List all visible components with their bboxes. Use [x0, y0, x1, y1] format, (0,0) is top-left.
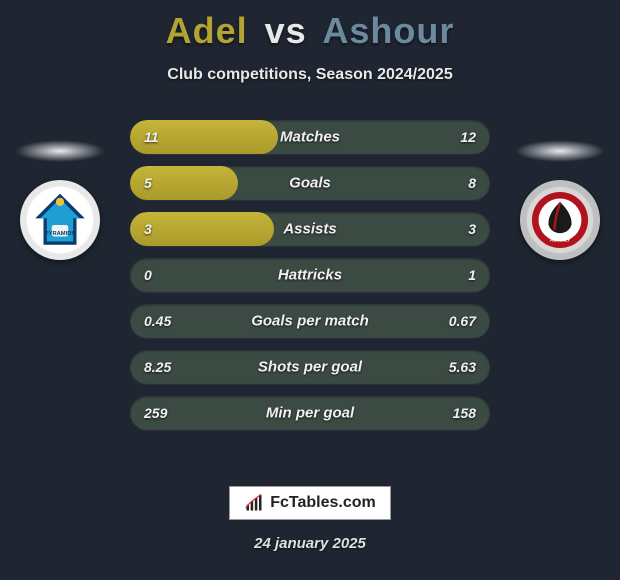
- stat-value-right: 12: [460, 129, 476, 145]
- stat-label: Shots per goal: [130, 359, 490, 376]
- club-shadow-right: [515, 140, 605, 162]
- stat-value-left: 8.25: [144, 359, 171, 375]
- club-shadow-left: [15, 140, 105, 162]
- stat-row: 58Goals: [130, 166, 490, 200]
- stat-row: 33Assists: [130, 212, 490, 246]
- stat-row: 1112Matches: [130, 120, 490, 154]
- stat-value-right: 8: [468, 175, 476, 191]
- stat-value-right: 0.67: [449, 313, 476, 329]
- stat-row: 259 158Min per goal: [130, 396, 490, 430]
- stat-value-right: 3: [468, 221, 476, 237]
- fctables-badge: FcTables.com: [229, 486, 391, 520]
- stat-value-left: 0: [144, 267, 152, 283]
- stat-fill-left: [130, 120, 278, 154]
- stat-fill-left: [130, 166, 238, 200]
- stat-value-right: 158: [453, 405, 476, 421]
- chart-icon: [244, 493, 264, 513]
- club-badge-left: PYRAMIDS: [20, 180, 100, 260]
- subtitle: Club competitions, Season 2024/2025: [0, 66, 620, 84]
- vs-label: vs: [265, 10, 307, 51]
- stat-label: Goals per match: [130, 313, 490, 330]
- club-badge-right: AL AHLY: [520, 180, 600, 260]
- page-title: Adel vs Ashour: [0, 0, 620, 52]
- player1-name: Adel: [166, 10, 248, 51]
- svg-text:AL AHLY: AL AHLY: [550, 237, 571, 243]
- stat-value-left: 259: [144, 405, 167, 421]
- stat-row: 0 1Hattricks: [130, 258, 490, 292]
- branding-footer: FcTables.com: [0, 486, 620, 520]
- stat-row: 8.25 5.63Shots per goal: [130, 350, 490, 384]
- stats-rows: 1112Matches 58Goals 33Assists 0 1Hattricks 0.…: [130, 120, 490, 442]
- alahly-logo-icon: AL AHLY: [527, 187, 593, 253]
- stat-value-right: 5.63: [449, 359, 476, 375]
- stat-label: Hattricks: [130, 267, 490, 284]
- stat-row: 0.45 0.67Goals per match: [130, 304, 490, 338]
- player2-name: Ashour: [322, 10, 454, 51]
- svg-text:PYRAMIDS: PYRAMIDS: [45, 231, 76, 237]
- stat-label: Min per goal: [130, 405, 490, 422]
- stat-value-right: 1: [468, 267, 476, 283]
- branding-label: FcTables.com: [270, 494, 376, 512]
- date-label: 24 january 2025: [0, 535, 620, 552]
- pyramids-logo-icon: PYRAMIDS: [27, 187, 93, 253]
- stat-value-left: 0.45: [144, 313, 171, 329]
- stat-fill-left: [130, 212, 274, 246]
